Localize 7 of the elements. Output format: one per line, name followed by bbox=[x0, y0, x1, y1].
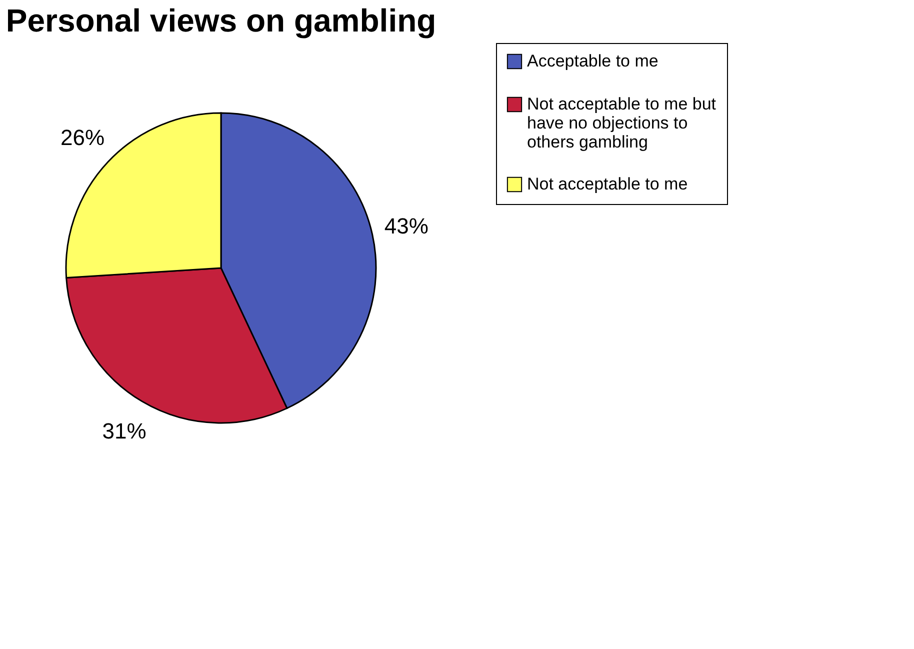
data-label: 43% bbox=[384, 214, 428, 239]
legend-label: Acceptable to me bbox=[527, 52, 658, 70]
data-label: 26% bbox=[60, 124, 105, 150]
data-label: 31% bbox=[102, 418, 146, 444]
legend-label: Not acceptable to me bbox=[527, 174, 688, 194]
chart-title: Personal views on gambling bbox=[6, 2, 436, 38]
legend-label: Not acceptable to me but have no objections to others gambling bbox=[527, 94, 716, 152]
